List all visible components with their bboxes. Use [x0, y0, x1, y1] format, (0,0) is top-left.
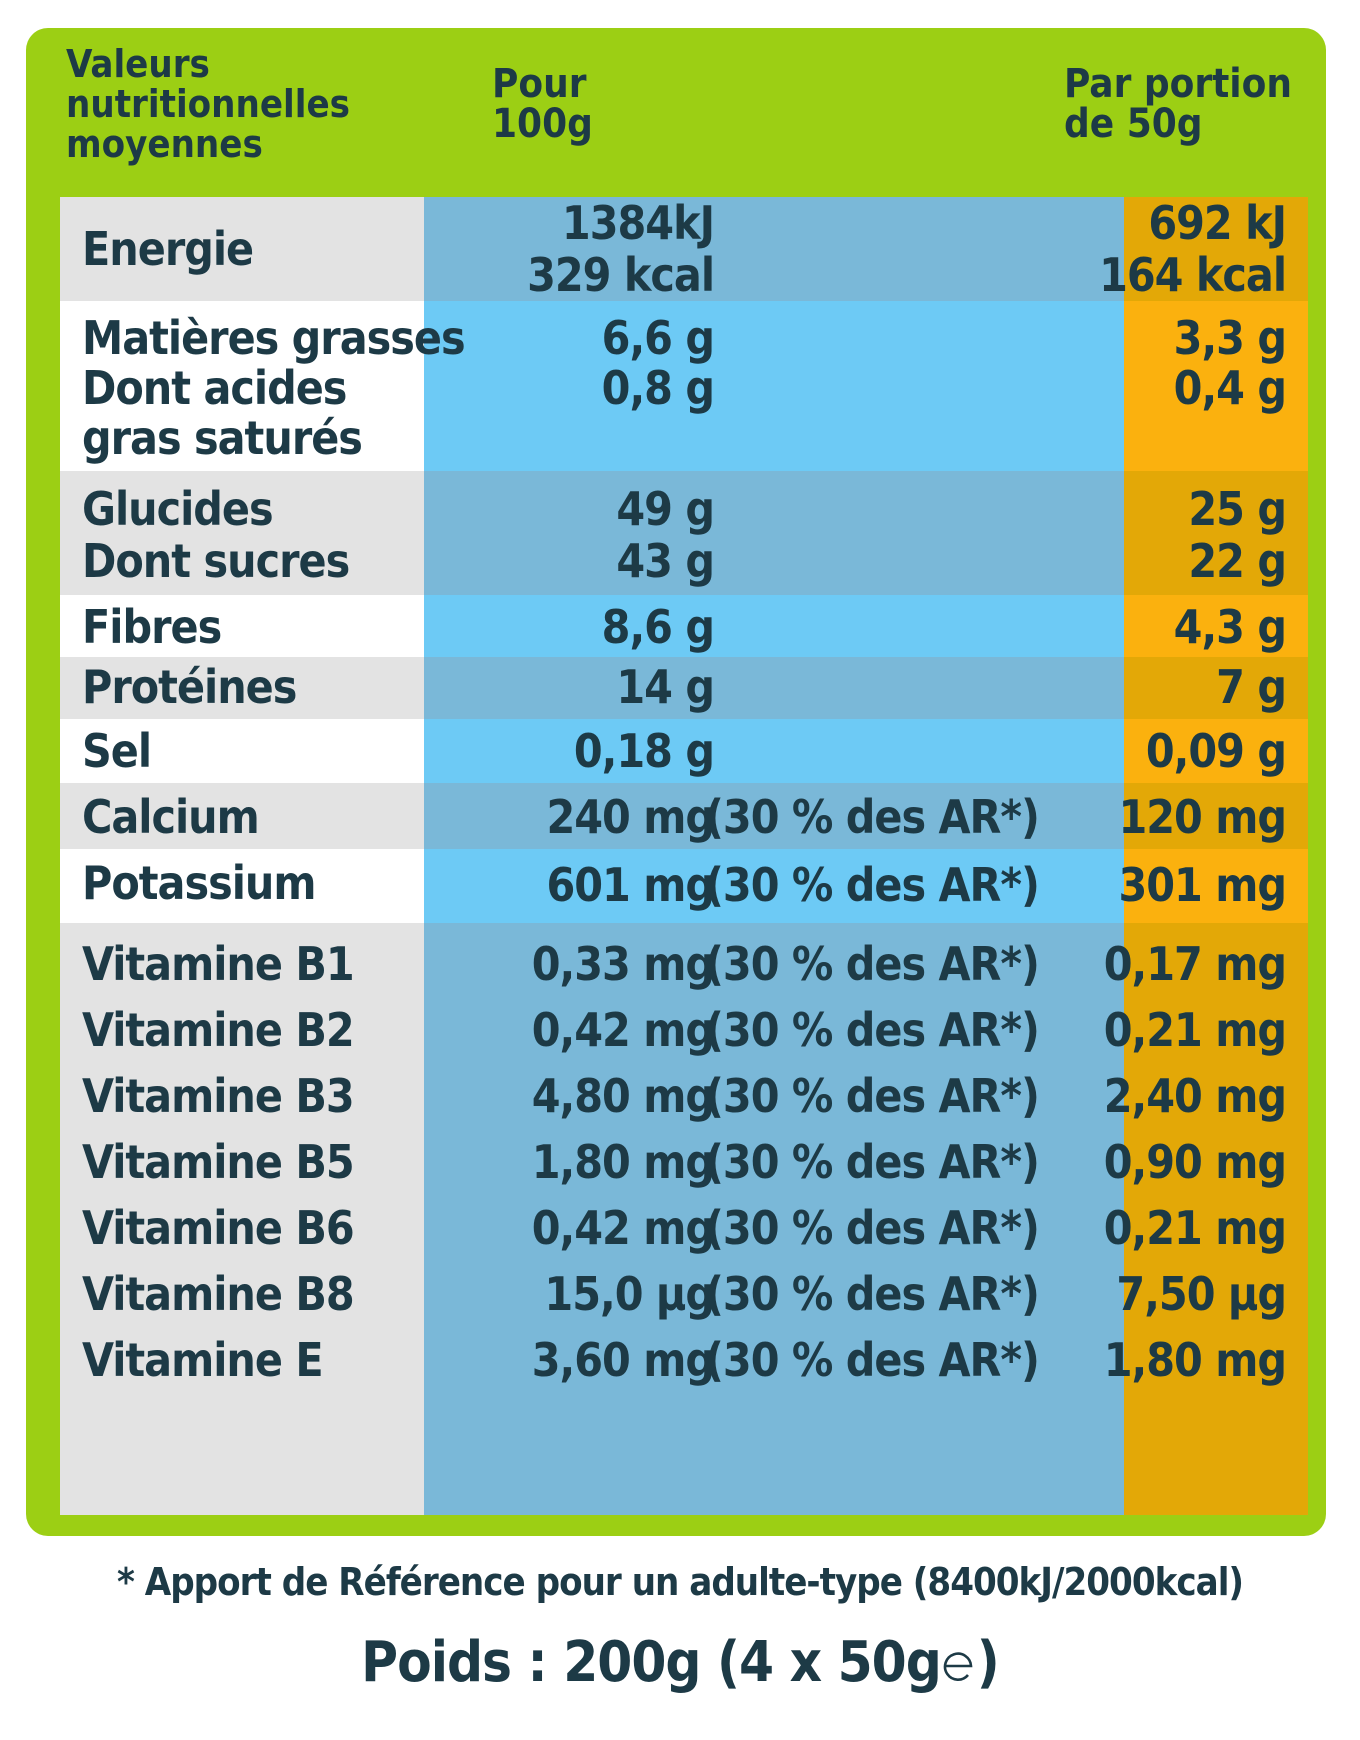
- row-label: Matières grasses Dont acides gras saturé…: [82, 311, 466, 465]
- table-row-matieres-grasses: Matières grasses Dont acides gras saturé…: [60, 301, 1308, 471]
- row-label: Calcium: [82, 790, 260, 844]
- row-value-portion: 692 kJ 164 kcal: [1099, 197, 1287, 302]
- row-value-100g: 49 g 43 g: [616, 482, 715, 588]
- row-value-100g: 6,6 g 0,8 g: [601, 311, 715, 415]
- row-value-100g: 1384kJ 329 kcal: [527, 197, 715, 302]
- table-row-energie: Energie 1384kJ 329 kcal 692 kJ 164 kcal: [60, 197, 1308, 301]
- row-value-portion: 120 mg: [1118, 790, 1287, 844]
- row-value-portion: 0,17 mg 0,21 mg 2,40 mg 0,90 mg 0,21 mg …: [1103, 937, 1287, 1387]
- header-label-column: Valeurs nutritionnelles moyennes: [66, 42, 350, 166]
- row-value-portion: 4,3 g: [1173, 600, 1287, 654]
- row-value-100g: 0,33 mg 0,42 mg 4,80 mg 1,80 mg 0,42 mg …: [531, 937, 715, 1387]
- row-value-100g: 14 g: [616, 660, 715, 714]
- row-label: Energie: [82, 222, 254, 276]
- row-value-portion: 7 g: [1216, 660, 1287, 714]
- nutrition-table: Energie 1384kJ 329 kcal 692 kJ 164 kcal …: [60, 197, 1308, 1515]
- row-label: Vitamine B1 Vitamine B2 Vitamine B3 Vita…: [82, 937, 355, 1387]
- row-value-100g: 8,6 g: [601, 600, 715, 654]
- table-row-glucides: Glucides Dont sucres 49 g 43 g 25 g 22 g: [60, 471, 1308, 595]
- e-mark-icon: [943, 1652, 973, 1681]
- row-label: Potassium: [82, 856, 317, 910]
- net-weight: Poids : 200g (4 x 50g): [0, 1630, 1360, 1695]
- row-value-portion: 25 g 22 g: [1188, 482, 1287, 588]
- row-reference-intake: (30 % des AR*) (30 % des AR*) (30 % des …: [705, 937, 1040, 1387]
- row-reference-intake: (30 % des AR*): [705, 790, 1040, 844]
- row-value-100g: 240 mg: [546, 790, 715, 844]
- table-row-proteines: Protéines 14 g 7 g: [60, 657, 1308, 719]
- row-value-portion: 3,3 g 0,4 g: [1173, 311, 1287, 415]
- row-value-portion: 0,09 g: [1145, 724, 1287, 778]
- row-value-100g: 601 mg: [546, 858, 715, 912]
- header-per-portion: Par portion de 50g: [1064, 61, 1292, 147]
- row-value-100g: 0,18 g: [573, 724, 715, 778]
- table-row-fibres: Fibres 8,6 g 4,3 g: [60, 595, 1308, 657]
- table-row-potassium: Potassium 601 mg (30 % des AR*) 301 mg: [60, 849, 1308, 923]
- header-per-100g: Pour 100g: [492, 61, 593, 147]
- table-row-calcium: Calcium 240 mg (30 % des AR*) 120 mg: [60, 783, 1308, 849]
- row-value-portion: 301 mg: [1118, 858, 1287, 912]
- table-row-vitamines: Vitamine B1 Vitamine B2 Vitamine B3 Vita…: [60, 923, 1308, 1515]
- footnote: * Apport de Référence pour un adulte-typ…: [116, 1560, 1244, 1604]
- row-label: Fibres: [82, 600, 222, 654]
- net-weight-text: Poids : 200g (4 x 50g: [361, 1630, 942, 1695]
- row-label: Glucides Dont sucres: [82, 482, 350, 588]
- net-weight-close: ): [976, 1630, 1000, 1695]
- row-reference-intake: (30 % des AR*): [705, 858, 1040, 912]
- row-label: Sel: [82, 724, 152, 778]
- row-label: Protéines: [82, 660, 297, 714]
- table-row-sel: Sel 0,18 g 0,09 g: [60, 719, 1308, 783]
